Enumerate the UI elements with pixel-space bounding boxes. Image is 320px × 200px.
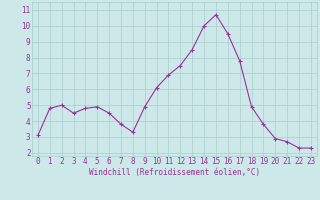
X-axis label: Windchill (Refroidissement éolien,°C): Windchill (Refroidissement éolien,°C)	[89, 168, 260, 177]
